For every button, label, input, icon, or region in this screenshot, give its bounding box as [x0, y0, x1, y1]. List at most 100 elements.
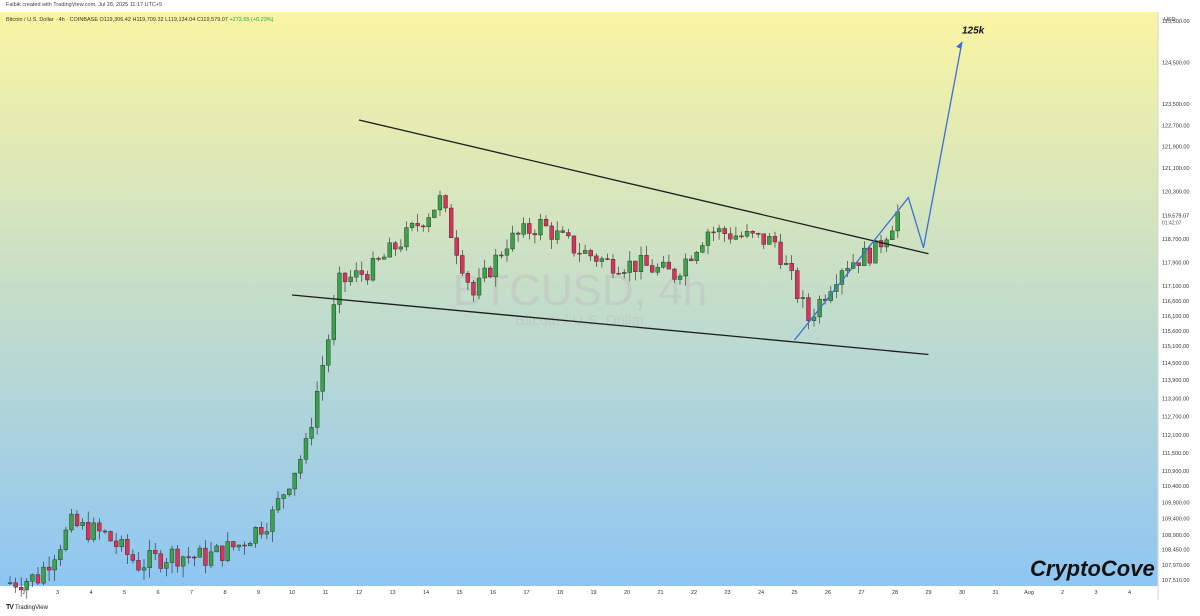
- candle-body: [756, 233, 761, 235]
- time-tick-label: 19: [590, 590, 596, 596]
- price-tick-label: 109,400.00: [1162, 517, 1190, 523]
- candle-body: [236, 544, 242, 548]
- candle-body: [633, 260, 638, 273]
- candle-body: [694, 251, 699, 261]
- time-tick-label: 24: [758, 590, 764, 596]
- time-tick-label: 3: [56, 590, 59, 596]
- price-tick-label: 107,970.00: [1162, 563, 1190, 569]
- candle-body: [292, 472, 297, 490]
- candle-body: [672, 268, 677, 280]
- candle-body: [890, 230, 895, 240]
- price-axis[interactable]: [1158, 12, 1200, 586]
- candle-body: [516, 232, 521, 235]
- candle-body: [482, 267, 487, 279]
- candle-body: [398, 246, 403, 250]
- candle-body: [102, 530, 108, 533]
- price-tick-label: 110,900.00: [1162, 469, 1189, 475]
- price-tick-label: 107,510.00: [1162, 578, 1190, 584]
- candle-body: [86, 522, 91, 540]
- candle-body: [426, 217, 431, 228]
- target-label[interactable]: 125k: [962, 26, 985, 37]
- candle-body: [303, 438, 309, 460]
- candle-body: [650, 265, 655, 273]
- candle-body: [30, 574, 35, 582]
- time-tick-label: 13: [389, 590, 395, 596]
- price-tick-label: 108,450.00: [1162, 548, 1190, 554]
- candle-body: [594, 255, 599, 262]
- currency-label[interactable]: USD: [1164, 17, 1176, 23]
- candle-body: [231, 541, 236, 548]
- candle-body: [549, 225, 554, 240]
- price-tick-label: 108,900.00: [1162, 533, 1190, 539]
- price-tick-label: 109,900.00: [1162, 500, 1190, 506]
- time-tick-label: 17: [523, 590, 529, 596]
- candle-body: [784, 263, 789, 265]
- candle-body: [761, 233, 766, 245]
- candle-body: [74, 513, 80, 526]
- candle-body: [532, 233, 538, 236]
- candle-body: [253, 527, 258, 544]
- candle-body: [476, 277, 482, 296]
- trendline[interactable]: [291, 294, 929, 356]
- candle-body: [409, 223, 415, 228]
- candle-body: [616, 273, 621, 275]
- candle-body: [867, 247, 873, 264]
- time-axis[interactable]: [0, 586, 1158, 600]
- candle-body: [220, 545, 225, 561]
- candle-body: [728, 233, 733, 240]
- candle-body: [610, 259, 616, 274]
- candle-body: [298, 459, 303, 474]
- candle-body: [571, 235, 577, 254]
- candle-body: [214, 545, 219, 553]
- price-tick-label: 110,400.00: [1162, 484, 1189, 490]
- candle-body: [778, 241, 783, 265]
- candle-body: [315, 391, 320, 428]
- candle-body: [91, 522, 96, 540]
- time-tick-label: 23: [724, 590, 730, 596]
- time-tick-label: 9: [257, 590, 260, 596]
- candle-body: [359, 270, 364, 275]
- candle-body: [376, 258, 381, 260]
- candle-body: [47, 566, 52, 571]
- time-tick-label: 22: [691, 590, 697, 596]
- candle-body: [471, 282, 476, 296]
- price-tick-label: 124,500.00: [1162, 61, 1190, 67]
- candle-body: [63, 529, 69, 550]
- candle-body: [147, 550, 152, 568]
- candle-body: [789, 263, 794, 271]
- candle-body: [153, 550, 158, 554]
- tradingview-logo[interactable]: TV TradingView: [6, 604, 48, 611]
- time-tick-label: 29: [925, 590, 931, 596]
- price-tick-label: 111,500.00: [1162, 451, 1189, 457]
- candle-body: [800, 297, 806, 299]
- candle-body: [845, 268, 850, 271]
- price-tick-label: 117,100.00: [1162, 284, 1189, 290]
- last-price-badge: [1159, 211, 1199, 220]
- candle-body: [499, 254, 504, 257]
- candle-body: [443, 195, 448, 209]
- candle-body: [113, 540, 119, 547]
- trendline[interactable]: [358, 119, 929, 255]
- last-price-label: 119,579.07: [1162, 214, 1189, 220]
- price-tick-label: 118,700.00: [1162, 237, 1189, 243]
- candle-body: [421, 225, 426, 228]
- time-tick-label: 18: [557, 590, 563, 596]
- projection-path[interactable]: [793, 41, 963, 341]
- candle-body: [655, 267, 660, 273]
- candle-body: [666, 261, 672, 270]
- candle-body: [521, 223, 526, 235]
- candle-body: [722, 228, 727, 235]
- price-tick-label: 117,900.00: [1162, 261, 1189, 267]
- candle-body: [460, 255, 465, 274]
- candle-body: [543, 218, 549, 227]
- candle-body: [203, 547, 208, 566]
- time-tick-label: 2: [22, 590, 25, 596]
- candles-layer: [7, 190, 900, 599]
- candle-body: [538, 218, 543, 236]
- candle-body: [583, 250, 588, 254]
- candle-body: [287, 488, 292, 495]
- price-tick-label: 123,500.00: [1162, 102, 1190, 108]
- price-tick-label: 121,900.00: [1162, 145, 1190, 151]
- chart-background: [0, 12, 1158, 586]
